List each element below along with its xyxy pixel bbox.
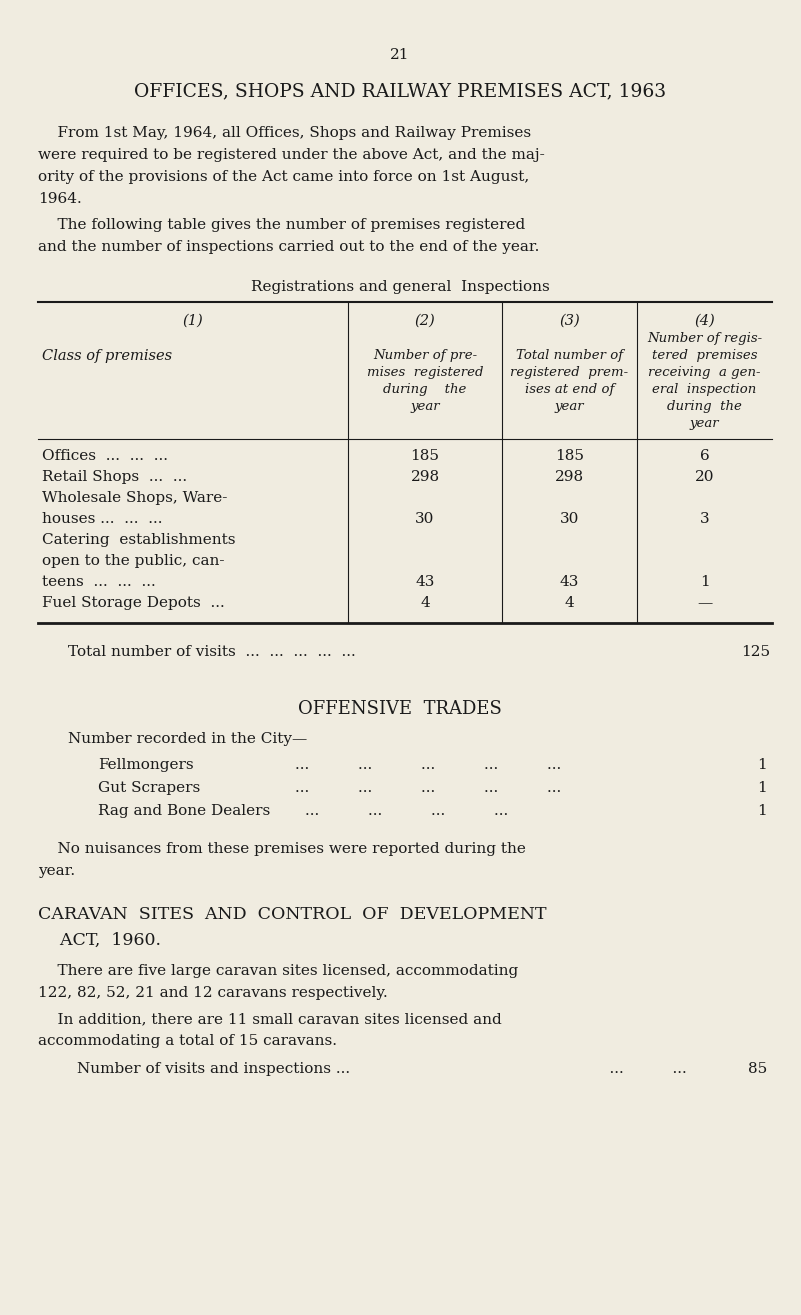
Text: year.: year. (38, 864, 75, 878)
Text: open to the public, can-: open to the public, can- (42, 554, 224, 568)
Text: 4: 4 (421, 596, 430, 610)
Text: Registrations and general  Inspections: Registrations and general Inspections (251, 280, 549, 295)
Text: 43: 43 (415, 575, 435, 589)
Text: 43: 43 (560, 575, 579, 589)
Text: houses ...  ...  ...: houses ... ... ... (42, 512, 163, 526)
Text: Number recorded in the City—: Number recorded in the City— (68, 732, 308, 746)
Text: 122, 82, 52, 21 and 12 caravans respectively.: 122, 82, 52, 21 and 12 caravans respecti… (38, 986, 388, 999)
Text: (3): (3) (559, 314, 580, 327)
Text: during    the: during the (384, 383, 467, 396)
Text: year: year (410, 400, 440, 413)
Text: ...          ...          ...          ...          ...: ... ... ... ... ... (295, 781, 562, 796)
Text: ACT,  1960.: ACT, 1960. (38, 932, 161, 949)
Text: 3: 3 (700, 512, 710, 526)
Text: 1964.: 1964. (38, 192, 82, 206)
Text: (1): (1) (183, 314, 203, 327)
Text: (2): (2) (415, 314, 436, 327)
Text: From 1st May, 1964, all Offices, Shops and Railway Premises: From 1st May, 1964, all Offices, Shops a… (38, 126, 531, 139)
Text: receiving  a gen-: receiving a gen- (648, 366, 761, 379)
Text: Number of visits and inspections ...: Number of visits and inspections ... (38, 1063, 350, 1076)
Text: 20: 20 (694, 469, 714, 484)
Text: 30: 30 (560, 512, 579, 526)
Text: —: — (697, 596, 712, 610)
Text: teens  ...  ...  ...: teens ... ... ... (42, 575, 155, 589)
Text: mises  registered: mises registered (367, 366, 483, 379)
Text: 85: 85 (748, 1063, 767, 1076)
Text: Number of pre-: Number of pre- (373, 348, 477, 362)
Text: 4: 4 (565, 596, 574, 610)
Text: Total number of: Total number of (516, 348, 623, 362)
Text: Gut Scrapers: Gut Scrapers (98, 781, 200, 796)
Text: during  the: during the (667, 400, 742, 413)
Text: Catering  establishments: Catering establishments (42, 533, 235, 547)
Text: 30: 30 (415, 512, 435, 526)
Text: Fuel Storage Depots  ...: Fuel Storage Depots ... (42, 596, 225, 610)
Text: OFFICES, SHOPS AND RAILWAY PREMISES ACT, 1963: OFFICES, SHOPS AND RAILWAY PREMISES ACT,… (134, 82, 666, 100)
Text: 1: 1 (757, 757, 767, 772)
Text: 298: 298 (555, 469, 584, 484)
Text: 6: 6 (699, 448, 710, 463)
Text: Rag and Bone Dealers: Rag and Bone Dealers (98, 803, 270, 818)
Text: The following table gives the number of premises registered: The following table gives the number of … (38, 218, 525, 231)
Text: 185: 185 (555, 448, 584, 463)
Text: (4): (4) (694, 314, 714, 327)
Text: Number of regis-: Number of regis- (647, 331, 762, 345)
Text: tered  premises: tered premises (652, 348, 757, 362)
Text: CARAVAN  SITES  AND  CONTROL  OF  DEVELOPMENT: CARAVAN SITES AND CONTROL OF DEVELOPMENT (38, 906, 546, 923)
Text: registered  prem-: registered prem- (510, 366, 629, 379)
Text: Offices  ...  ...  ...: Offices ... ... ... (42, 448, 168, 463)
Text: ...          ...          ...          ...: ... ... ... ... (305, 803, 509, 818)
Text: Class of premises: Class of premises (42, 348, 172, 363)
Text: OFFENSIVE  TRADES: OFFENSIVE TRADES (298, 700, 502, 718)
Text: 1: 1 (699, 575, 710, 589)
Text: 1: 1 (757, 781, 767, 796)
Text: ises at end of: ises at end of (525, 383, 614, 396)
Text: ority of the provisions of the Act came into force on 1st August,: ority of the provisions of the Act came … (38, 170, 529, 184)
Text: eral  inspection: eral inspection (652, 383, 757, 396)
Text: Total number of visits  ...  ...  ...  ...  ...: Total number of visits ... ... ... ... .… (68, 644, 356, 659)
Text: 125: 125 (741, 644, 770, 659)
Text: year: year (690, 417, 719, 430)
Text: Wholesale Shops, Ware-: Wholesale Shops, Ware- (42, 490, 227, 505)
Text: There are five large caravan sites licensed, accommodating: There are five large caravan sites licen… (38, 964, 518, 978)
Text: 185: 185 (410, 448, 440, 463)
Text: In addition, there are 11 small caravan sites licensed and: In addition, there are 11 small caravan … (38, 1013, 501, 1026)
Text: 1: 1 (757, 803, 767, 818)
Text: Fellmongers: Fellmongers (98, 757, 194, 772)
Text: ...          ...          ...          ...          ...: ... ... ... ... ... (295, 757, 562, 772)
Text: were required to be registered under the above Act, and the maj-: were required to be registered under the… (38, 149, 545, 162)
Text: and the number of inspections carried out to the end of the year.: and the number of inspections carried ou… (38, 241, 539, 254)
Text: year: year (554, 400, 584, 413)
Text: Retail Shops  ...  ...: Retail Shops ... ... (42, 469, 187, 484)
Text: accommodating a total of 15 caravans.: accommodating a total of 15 caravans. (38, 1034, 337, 1048)
Text: 298: 298 (410, 469, 440, 484)
Text: No nuisances from these premises were reported during the: No nuisances from these premises were re… (38, 842, 526, 856)
Text: ...          ...: ... ... (590, 1063, 686, 1076)
Text: 21: 21 (390, 49, 410, 62)
